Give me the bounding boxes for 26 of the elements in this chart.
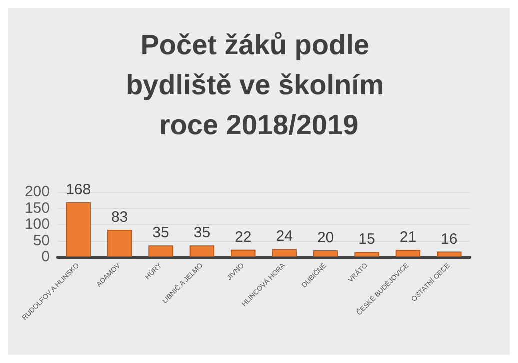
bar	[231, 250, 256, 257]
data-label: 83	[111, 209, 128, 226]
bar	[437, 252, 462, 257]
bar	[272, 249, 297, 257]
bar	[148, 246, 174, 257]
data-label: 35	[194, 224, 211, 242]
data-label: 21	[400, 229, 417, 246]
bar	[313, 250, 338, 257]
data-label: 15	[358, 231, 376, 248]
y-tick-label: 200	[24, 184, 50, 200]
data-label: 16	[441, 230, 458, 248]
y-tick-label: 150	[24, 200, 50, 217]
bar	[354, 252, 380, 257]
bar	[66, 202, 91, 257]
bar	[396, 250, 421, 257]
chart-title: Počet žáků podle bydliště ve školním roce 2018/2019	[126, 30, 392, 140]
data-label: 168	[66, 181, 92, 198]
data-label: 24	[276, 228, 293, 246]
bar	[190, 246, 215, 257]
y-tick-label: 0	[42, 248, 50, 266]
data-label: 20	[317, 230, 334, 246]
bar	[107, 230, 132, 257]
data-label: 22	[235, 228, 252, 246]
data-label: 35	[152, 224, 170, 242]
y-tick-label: 100	[24, 216, 50, 233]
y-tick-label: 50	[33, 232, 50, 250]
